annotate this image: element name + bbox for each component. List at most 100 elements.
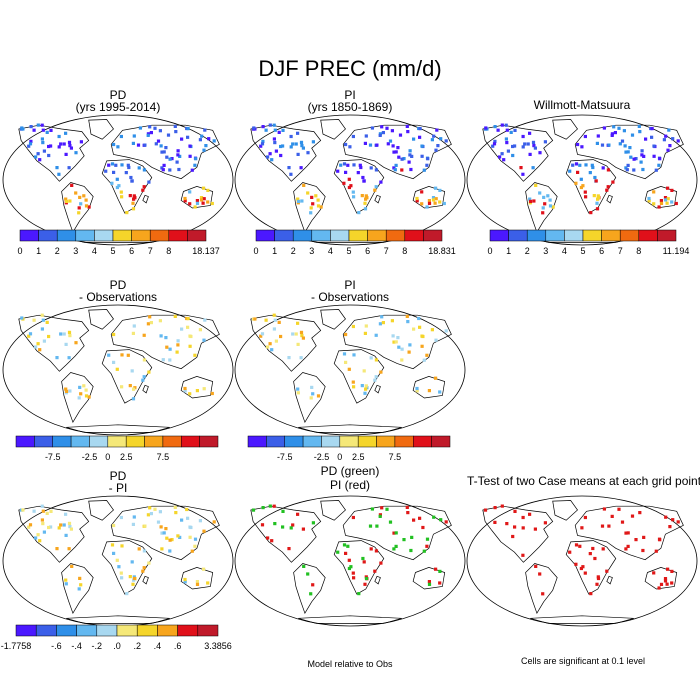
grid-cell-dot (433, 201, 437, 205)
grid-cell-dot (676, 139, 680, 143)
colorbar-swatch (564, 229, 584, 242)
colorbar-swatch (96, 624, 118, 637)
grid-cell-dot (347, 558, 351, 562)
grid-cell-dot (266, 345, 270, 349)
grid-cell-dot (64, 197, 68, 201)
map-panel-pi (234, 114, 466, 246)
grid-cell-dot (398, 133, 403, 137)
grid-cell-dot (363, 391, 367, 395)
grid-cell-dot (579, 177, 583, 181)
coastline-australia (412, 376, 446, 399)
grid-cell-dot (291, 523, 295, 527)
grid-cell-dot (630, 514, 635, 518)
grid-cell-dot (183, 577, 187, 582)
grid-cell-dot (534, 183, 538, 187)
grid-cell-dot (64, 131, 68, 135)
grid-cell-dot (402, 157, 406, 161)
coastline-madagascar (142, 194, 149, 204)
grid-cell-dot (173, 314, 177, 318)
grid-cell-dot (195, 199, 199, 203)
grid-cell-dot (541, 592, 545, 596)
grid-cell-dot (624, 166, 628, 170)
grid-cell-dot (379, 180, 383, 184)
grid-cell-dot (352, 353, 356, 357)
grid-cell-dot (77, 587, 81, 591)
grid-cell-dot (188, 392, 192, 396)
grid-cell-dot (436, 144, 440, 148)
panel-title-pd-line2: (yrs 1995-2014) (76, 100, 161, 114)
grid-cell-dot (434, 148, 438, 152)
grid-cell-dot (351, 571, 355, 575)
coastline-eurasia (110, 314, 220, 370)
colorbar-label: 8 (166, 246, 171, 256)
grid-cell-dot (654, 549, 658, 553)
grid-cell-dot (641, 548, 645, 553)
colorbar-label: 8 (636, 246, 641, 256)
grid-cell-dot (657, 205, 661, 209)
grid-cell-dot (162, 150, 166, 154)
grid-cell-dot (420, 202, 424, 206)
grid-cell-dot (259, 334, 263, 338)
grid-cell-dot (415, 386, 419, 391)
grid-cell-dot (511, 153, 515, 158)
grid-cell-dot (363, 207, 368, 211)
grid-cell-dot (62, 142, 66, 146)
grid-cell-dot (406, 130, 410, 134)
grid-cell-dot (188, 154, 192, 158)
coastline-north-america (482, 505, 554, 563)
colorbar-label: 6 (365, 246, 370, 256)
grid-cell-dot (602, 126, 606, 130)
grid-cell-dot (347, 566, 351, 571)
grid-cell-dot (521, 553, 525, 557)
grid-cell-dot (180, 137, 184, 141)
coastline-north-america (250, 124, 322, 182)
grid-cell-dot (41, 128, 45, 132)
grid-cell-dot (202, 567, 206, 571)
grid-cell-dot (543, 202, 547, 206)
grid-cell-dot (119, 190, 123, 194)
grid-cell-dot (41, 522, 45, 526)
grid-cell-dot (41, 509, 45, 513)
grid-cell-dot (624, 150, 628, 154)
grid-cell-dot (309, 206, 313, 210)
grid-cell-dot (202, 338, 206, 342)
grid-cell-dot (79, 202, 83, 206)
grid-cell-dot (270, 158, 274, 162)
grid-cell-dot (532, 199, 536, 203)
figure-title: DJF PREC (mm/d) (258, 56, 441, 81)
grid-cell-dot (38, 348, 42, 352)
grid-cell-dot (606, 185, 610, 189)
colorbar-label: 8 (402, 246, 407, 256)
colorbar-swatch (131, 229, 151, 242)
grid-cell-dot (45, 130, 49, 134)
grid-cell-dot (574, 543, 579, 547)
grid-cell-dot (357, 592, 361, 596)
grid-cell-dot (79, 583, 83, 587)
coastline-madagascar (606, 194, 613, 204)
coastline-greenland (552, 119, 578, 140)
grid-cell-dot (368, 143, 373, 147)
grid-cell-dot (316, 204, 321, 208)
grid-cell-dot (670, 581, 674, 585)
coastline-south-america (293, 563, 326, 615)
grid-cell-dot (296, 512, 300, 516)
grid-cell-dot (177, 167, 181, 172)
colorbar-label: 7 (384, 246, 389, 256)
grid-cell-dot (204, 144, 208, 148)
grid-cell-dot (500, 504, 504, 508)
grid-cell-dot (396, 336, 400, 340)
grid-cell-dot (400, 347, 404, 351)
grid-cell-dot (671, 137, 675, 141)
grid-cell-dot (68, 525, 72, 529)
grid-cell-dot (277, 130, 281, 134)
grid-cell-dot (112, 551, 116, 555)
map-panel-obs (466, 114, 698, 246)
grid-cell-dot (381, 131, 385, 135)
grid-cell-dot (142, 358, 146, 362)
grid-cell-dot (112, 142, 116, 147)
grid-cell-dot (199, 196, 204, 200)
grid-cell-dot (32, 318, 36, 322)
grid-cell-dot (405, 314, 409, 318)
grid-cell-dot (112, 170, 116, 174)
colorbar-label: 0 (17, 246, 22, 256)
